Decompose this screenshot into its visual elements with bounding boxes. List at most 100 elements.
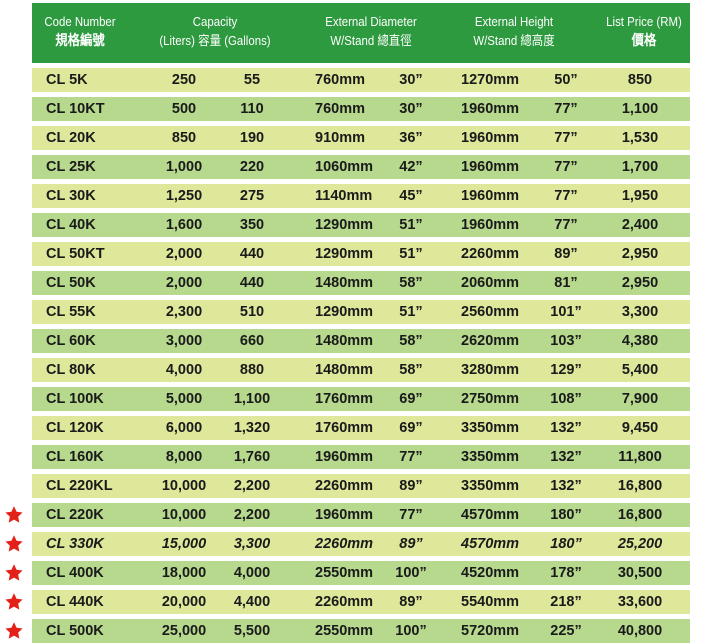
cell-liters: 500 xyxy=(171,101,197,117)
cell-code: CL 55K xyxy=(46,304,96,320)
cell-gallons: 2,200 xyxy=(233,507,271,523)
cell-gallons: 5,500 xyxy=(233,623,271,639)
header-code-en: Code Number xyxy=(44,14,116,29)
cell-gallons: 2,200 xyxy=(233,478,271,494)
cell-height-mm: 1960mm xyxy=(461,217,520,233)
cell-liters: 3,000 xyxy=(165,333,203,349)
header-capacity: Capacity (Liters) 容量 (Gallons) xyxy=(149,12,281,50)
cell-gallons: 440 xyxy=(239,246,265,262)
cell-height-mm: 4570mm xyxy=(461,536,520,552)
cell-price: 1,950 xyxy=(621,188,659,204)
cell-code: CL 220K xyxy=(46,507,104,523)
cell-liters: 10,000 xyxy=(161,478,207,494)
cell-height-mm: 1270mm xyxy=(461,72,520,88)
cell-gallons: 880 xyxy=(239,362,265,378)
header-diameter-en: External Diameter xyxy=(325,14,417,29)
header-price: List Price (RM) 價格 xyxy=(604,12,685,50)
cell-height-mm: 2620mm xyxy=(461,333,520,349)
cell-price: 16,800 xyxy=(617,478,663,494)
cell-height-inch: 132” xyxy=(550,478,582,494)
cell-height-inch: 132” xyxy=(550,420,582,436)
cell-diameter-inch: 30” xyxy=(399,72,423,88)
cell-price: 4,380 xyxy=(621,333,659,349)
cell-price: 11,800 xyxy=(618,449,662,465)
header-capacity-en: Capacity xyxy=(192,14,238,29)
cell-code: CL 100K xyxy=(46,391,104,407)
table-row: CL 10KT 500 110 760mm 30” 1960mm 77” 1,100 xyxy=(32,97,690,121)
cell-code: CL 80K xyxy=(46,362,96,378)
star-icon xyxy=(5,593,23,610)
cell-height-inch: 132” xyxy=(550,449,582,465)
header-price-en: List Price (RM) xyxy=(606,14,682,29)
cell-diameter-inch: 58” xyxy=(399,362,423,378)
cell-diameter-mm: 1760mm xyxy=(315,420,374,436)
cell-height-mm: 5540mm xyxy=(461,594,520,610)
star-icon xyxy=(5,622,23,639)
cell-gallons: 4,000 xyxy=(233,565,271,581)
cell-liters: 4,000 xyxy=(165,362,203,378)
header-height-en: External Height xyxy=(474,14,554,29)
cell-diameter-inch: 77” xyxy=(399,507,423,523)
table-header: Code Number 規格編號 Capacity (Liters) 容量 (G… xyxy=(32,3,690,63)
cell-height-inch: 81” xyxy=(554,275,578,291)
cell-liters: 2,000 xyxy=(165,275,203,291)
cell-diameter-inch: 51” xyxy=(399,246,423,262)
cell-height-inch: 225” xyxy=(550,623,582,639)
cell-diameter-mm: 1760mm xyxy=(315,391,374,407)
cell-code: CL 120K xyxy=(46,420,104,436)
cell-liters: 10,000 xyxy=(161,507,207,523)
cell-gallons: 220 xyxy=(239,159,265,175)
cell-height-mm: 4570mm xyxy=(461,507,520,523)
cell-code: CL 50KT xyxy=(46,246,105,262)
cell-price: 850 xyxy=(627,72,653,88)
cell-code: CL 25K xyxy=(46,159,96,175)
table-row: CL 220KL 10,000 2,200 2260mm 89” 3350mm 132” 16… xyxy=(32,474,690,498)
cell-height-inch: 89” xyxy=(554,246,578,262)
cell-liters: 1,600 xyxy=(165,217,203,233)
cell-liters: 1,250 xyxy=(165,188,203,204)
cell-diameter-inch: 51” xyxy=(399,217,423,233)
table-row: CL 160K 8,000 1,760 1960mm 77” 3350mm 132” 11,8… xyxy=(32,445,690,469)
cell-liters: 250 xyxy=(171,72,197,88)
table-body: CL 5K 250 55 760mm 30” 1270mm 50” 850 CL 10KT 500… xyxy=(5,68,690,643)
cell-gallons: 1,100 xyxy=(233,391,271,407)
cell-gallons: 440 xyxy=(239,275,265,291)
table-row: CL 100K 5,000 1,100 1760mm 69” 2750mm 108” 7,90… xyxy=(32,387,690,411)
cell-gallons: 660 xyxy=(239,333,265,349)
cell-code: CL 60K xyxy=(46,333,96,349)
cell-liters: 8,000 xyxy=(165,449,203,465)
cell-diameter-mm: 760mm xyxy=(315,72,365,88)
cell-code: CL 330K xyxy=(46,536,104,552)
cell-gallons: 55 xyxy=(243,72,261,88)
table-row: CL 120K 6,000 1,320 1760mm 69” 3350mm 132” 9,45… xyxy=(32,416,690,440)
cell-diameter-inch: 100” xyxy=(395,623,427,639)
table-row: CL 30K 1,250 275 1140mm 45” 1960mm 77” 1,950 xyxy=(32,184,690,208)
cell-height-inch: 77” xyxy=(554,101,578,117)
table-row: CL 55K 2,300 510 1290mm 51” 2560mm 101” 3,300 xyxy=(32,300,690,324)
cell-diameter-mm: 1480mm xyxy=(315,362,374,378)
cell-gallons: 1,320 xyxy=(233,420,271,436)
cell-code: CL 5K xyxy=(46,72,88,88)
cell-height-mm: 2260mm xyxy=(461,246,520,262)
cell-diameter-mm: 1060mm xyxy=(315,159,374,175)
cell-code: CL 160K xyxy=(46,449,104,465)
cell-price: 1,700 xyxy=(621,159,659,175)
cell-gallons: 190 xyxy=(239,130,265,146)
cell-height-mm: 1960mm xyxy=(461,101,520,117)
cell-gallons: 275 xyxy=(239,188,265,204)
cell-price: 2,950 xyxy=(621,246,659,262)
cell-height-mm: 2560mm xyxy=(461,304,520,320)
cell-gallons: 110 xyxy=(240,101,264,117)
cell-height-mm: 3280mm xyxy=(461,362,520,378)
cell-height-mm: 2750mm xyxy=(461,391,520,407)
cell-height-inch: 108” xyxy=(550,391,582,407)
table-row: CL 50K 2,000 440 1480mm 58” 2060mm 81” 2,950 xyxy=(32,271,690,295)
cell-code: CL 440K xyxy=(46,594,104,610)
cell-liters: 2,300 xyxy=(165,304,203,320)
cell-price: 30,500 xyxy=(617,565,663,581)
cell-height-inch: 77” xyxy=(554,130,578,146)
cell-height-mm: 4520mm xyxy=(461,565,520,581)
cell-height-inch: 129” xyxy=(550,362,582,378)
cell-liters: 25,000 xyxy=(161,623,207,639)
cell-price: 9,450 xyxy=(621,420,659,436)
